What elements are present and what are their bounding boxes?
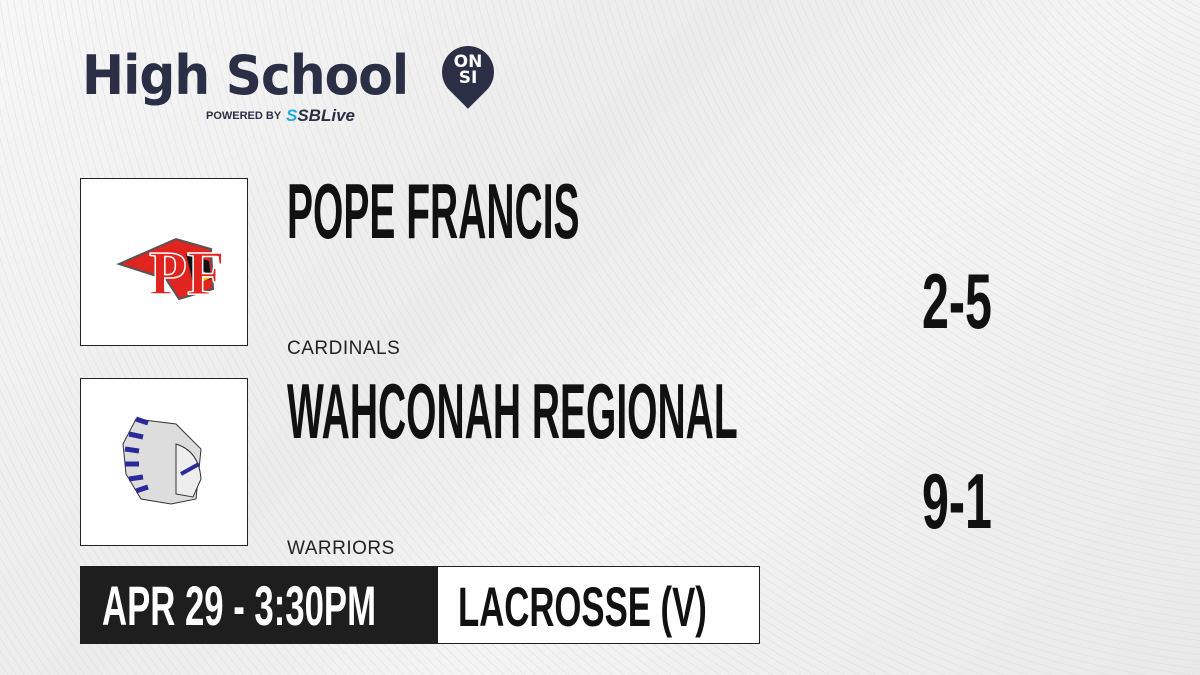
sport-label: LACROSSE (V) — [458, 575, 707, 638]
svg-text:PF: PF — [149, 240, 225, 308]
away-team-name: WAHCONAH REGIONAL — [287, 367, 738, 455]
away-team-record: 9-1 — [922, 457, 992, 545]
sblive-text: SBLive — [297, 106, 355, 125]
home-team-name: POPE FRANCIS — [287, 167, 580, 255]
home-team-mascot: CARDINALS — [287, 338, 401, 359]
brand-badge: ON SI — [453, 52, 483, 88]
team-logo-box-away — [80, 378, 248, 546]
sport-box: LACROSSE (V) — [437, 566, 760, 644]
game-datetime-box: APR 29 - 3:30PM — [80, 566, 437, 644]
away-team-mascot: WARRIORS — [287, 538, 395, 559]
game-datetime: APR 29 - 3:30PM — [102, 574, 377, 637]
powered-by-label: POWERED BY — [206, 110, 282, 122]
sblive-logo: SSBLive — [286, 106, 355, 126]
sblive-mark-icon: S — [286, 106, 298, 125]
cardinal-logo-icon: PF — [116, 237, 226, 309]
brand-title: High School — [82, 44, 409, 107]
warrior-logo-icon — [122, 416, 202, 505]
home-team-record: 2-5 — [922, 257, 992, 345]
team-logo-box-home: PF — [80, 178, 248, 346]
